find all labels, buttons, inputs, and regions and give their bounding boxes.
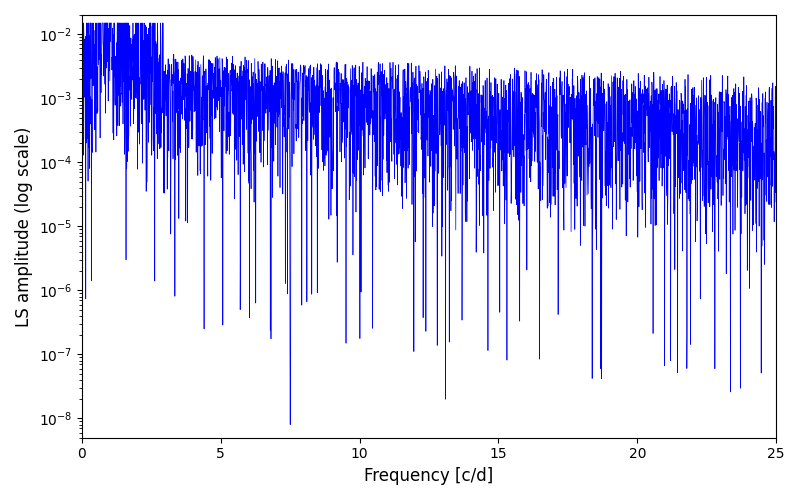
X-axis label: Frequency [c/d]: Frequency [c/d] — [364, 467, 494, 485]
Y-axis label: LS amplitude (log scale): LS amplitude (log scale) — [15, 126, 33, 326]
